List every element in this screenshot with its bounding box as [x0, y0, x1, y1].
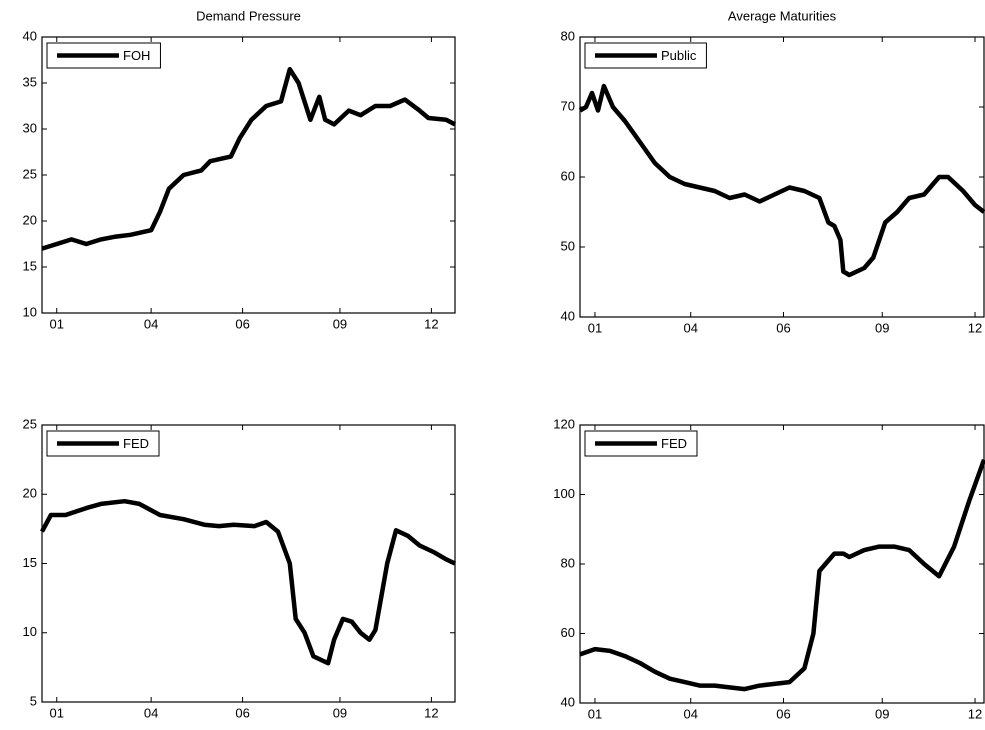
- y-tick-label: 80: [561, 28, 575, 43]
- data-line: [40, 498, 456, 666]
- y-tick-label: 10: [23, 304, 37, 319]
- y-tick-label: 30: [23, 120, 37, 135]
- data-line: [579, 459, 985, 692]
- y-tick-label: 5: [30, 693, 37, 708]
- x-tick-label: 09: [875, 706, 889, 721]
- y-tick-label: 40: [561, 308, 575, 323]
- legend-label: FOH: [123, 48, 150, 63]
- x-tick-label: 04: [144, 705, 158, 720]
- y-tick-label: 20: [23, 486, 37, 501]
- y-tick-label: 60: [561, 168, 575, 183]
- plot-frame: [41, 424, 456, 703]
- y-tick-label: 60: [561, 625, 575, 640]
- y-tick-label: 15: [23, 555, 37, 570]
- y-tick-label: 15: [23, 258, 37, 273]
- x-tick-label: 01: [588, 706, 602, 721]
- y-tick-label: 20: [23, 212, 37, 227]
- plot-frame: [579, 424, 985, 704]
- x-tick-label: 12: [424, 316, 438, 331]
- x-tick-label: 01: [588, 320, 602, 335]
- y-tick-label: 80: [561, 555, 575, 570]
- chart-title: Average Maturities: [728, 8, 837, 23]
- data-line: [578, 83, 985, 278]
- y-tick-label: 25: [23, 166, 37, 181]
- y-tick-label: 40: [561, 694, 575, 709]
- x-tick-label: 09: [333, 705, 347, 720]
- x-tick-label: 01: [50, 316, 64, 331]
- y-tick-label: 100: [553, 486, 575, 501]
- x-tick-label: 12: [424, 705, 438, 720]
- x-tick-label: 06: [235, 316, 249, 331]
- plot-frame: [579, 36, 985, 318]
- y-tick-label: 50: [561, 238, 575, 253]
- x-tick-label: 04: [683, 320, 697, 335]
- legend-label: FED: [661, 436, 687, 451]
- chart-title: Demand Pressure: [196, 8, 301, 23]
- x-tick-label: 12: [968, 706, 982, 721]
- x-tick-label: 04: [144, 316, 158, 331]
- plot-frame: [41, 36, 456, 314]
- y-tick-label: 25: [23, 416, 37, 431]
- y-tick-label: 10: [23, 624, 37, 639]
- x-tick-label: 04: [683, 706, 697, 721]
- y-tick-label: 35: [23, 74, 37, 89]
- x-tick-label: 12: [968, 320, 982, 335]
- x-tick-label: 09: [333, 316, 347, 331]
- data-line: [41, 66, 457, 251]
- x-tick-label: 09: [875, 320, 889, 335]
- legend-label: FED: [123, 436, 149, 451]
- x-tick-label: 01: [50, 705, 64, 720]
- x-tick-label: 06: [235, 705, 249, 720]
- y-tick-label: 120: [553, 416, 575, 431]
- x-tick-label: 06: [776, 320, 790, 335]
- y-tick-label: 40: [23, 28, 37, 43]
- x-tick-label: 06: [776, 706, 790, 721]
- y-tick-label: 70: [561, 98, 575, 113]
- legend-label: Public: [661, 48, 697, 63]
